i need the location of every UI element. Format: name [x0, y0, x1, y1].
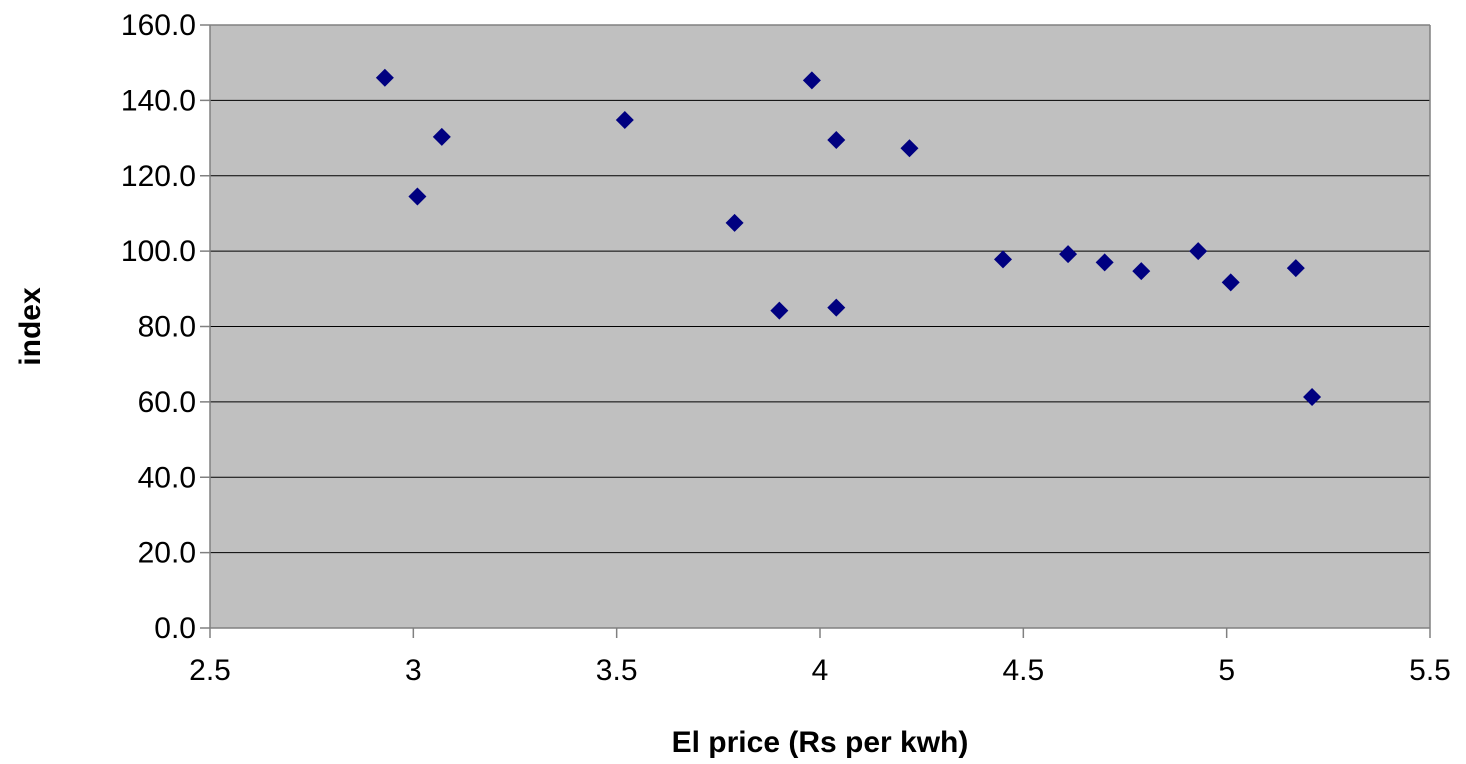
y-tick-label: 100.0 — [121, 235, 196, 268]
x-tick-label: 4 — [812, 654, 829, 687]
data-points — [375, 68, 1322, 406]
x-tick-label: 5.5 — [1409, 654, 1451, 687]
x-tick-label: 4.5 — [1002, 654, 1044, 687]
data-point-marker — [408, 187, 427, 206]
x-tick-label: 2.5 — [189, 654, 231, 687]
x-axis-ticks: 2.5 3 3.5 4 4.5 5 5.5 — [189, 628, 1451, 687]
x-axis-title: El price (Rs per kwh) — [672, 726, 969, 759]
data-point-marker — [827, 298, 846, 317]
data-point-marker — [615, 110, 634, 129]
data-point-marker — [1303, 387, 1322, 406]
data-point-marker — [827, 130, 846, 149]
data-point-marker — [375, 68, 394, 87]
data-point-marker — [1286, 259, 1305, 278]
x-tick-label: 3 — [405, 654, 422, 687]
data-point-marker — [802, 71, 821, 90]
data-point-marker — [994, 250, 1012, 269]
y-tick-label: 80.0 — [138, 311, 196, 344]
data-point-marker — [1059, 245, 1078, 264]
data-point-marker — [900, 139, 919, 158]
y-tick-label: 40.0 — [138, 461, 196, 494]
data-point-marker — [770, 301, 789, 320]
data-point-marker — [1095, 253, 1114, 272]
y-tick-label: 0.0 — [154, 612, 196, 645]
data-point-marker — [1221, 273, 1240, 292]
y-tick-label: 20.0 — [138, 537, 196, 570]
y-tick-label: 60.0 — [138, 386, 196, 419]
y-axis-title: index — [14, 287, 47, 366]
x-tick-label: 3.5 — [596, 654, 638, 687]
data-point-marker — [1189, 242, 1208, 261]
y-axis-ticks: 0.0 20.0 40.0 60.0 80.0 100.0 120.0 140.0 160.0 — [121, 9, 210, 645]
x-tick-label: 5 — [1218, 654, 1235, 687]
y-tick-label: 160.0 — [121, 9, 196, 42]
data-point-marker — [725, 213, 744, 232]
y-tick-label: 140.0 — [121, 84, 196, 117]
y-tick-label: 120.0 — [121, 160, 196, 193]
data-point-marker — [432, 127, 451, 146]
data-point-marker — [1132, 262, 1151, 281]
